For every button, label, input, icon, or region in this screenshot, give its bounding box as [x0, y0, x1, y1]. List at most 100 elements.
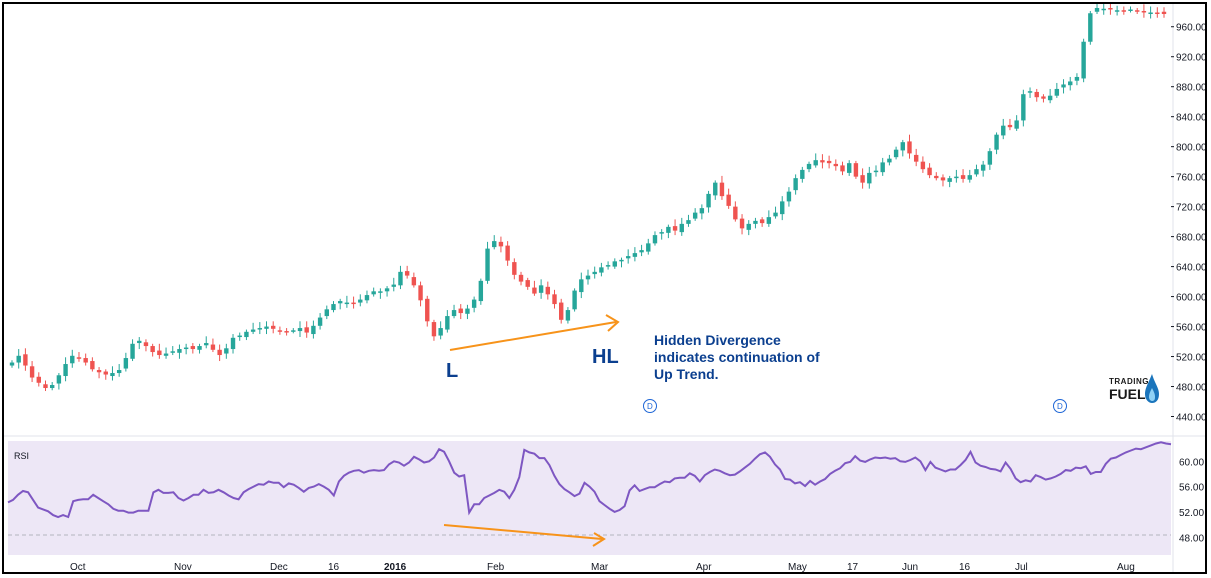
candle-body	[686, 220, 691, 224]
candle-body	[813, 160, 818, 166]
candle-body	[753, 220, 758, 224]
candle-body	[150, 346, 155, 353]
candle-body	[177, 349, 182, 353]
candle-body	[927, 167, 932, 176]
candle-body	[391, 284, 396, 287]
candle-body	[780, 201, 785, 215]
x-tick-label: Nov	[174, 562, 192, 572]
candle-body	[23, 354, 28, 366]
candle-body	[1135, 10, 1140, 12]
candle-body	[559, 302, 564, 320]
candle-body	[116, 370, 122, 374]
label-higher-low: HL	[592, 346, 619, 368]
x-tick-label: Aug	[1117, 562, 1135, 572]
candle-body	[585, 275, 591, 280]
candle-body	[123, 358, 129, 369]
candle-body	[1054, 88, 1060, 96]
x-tick-label: 2016	[384, 562, 407, 572]
candle-body	[900, 142, 905, 151]
candle-body	[451, 310, 457, 317]
candle-body	[230, 337, 236, 350]
candle-body	[498, 241, 504, 247]
candle-body	[137, 340, 142, 344]
candle-body	[1081, 41, 1086, 79]
candle-body	[237, 335, 242, 338]
candle-body	[847, 163, 852, 173]
candle-body	[800, 169, 805, 179]
candle-body	[183, 347, 189, 350]
candle-body	[565, 310, 571, 321]
candle-body	[552, 294, 557, 305]
svg-text:D: D	[647, 402, 653, 411]
candle-body	[974, 169, 979, 175]
candle-body	[378, 291, 383, 293]
candle-body	[960, 175, 966, 179]
candle-body	[1034, 91, 1039, 98]
rsi-arrow-head	[592, 532, 606, 547]
candle-body	[853, 163, 859, 177]
candle-body	[766, 217, 772, 224]
candle-body	[666, 226, 671, 233]
candle-body	[860, 175, 865, 183]
candle-body	[820, 160, 825, 163]
candle-body	[471, 299, 477, 308]
x-tick-label: May	[788, 562, 807, 572]
candle-body	[1007, 124, 1013, 128]
candle-body	[987, 151, 993, 165]
y-tick-label: 600.00	[1176, 293, 1205, 304]
candle-body	[284, 331, 289, 333]
candle-body	[639, 250, 644, 253]
candle-body	[599, 267, 604, 273]
candle-body	[210, 344, 216, 350]
candle-body	[49, 385, 55, 389]
candle-body	[726, 194, 731, 206]
candle-body	[311, 325, 316, 335]
price-candles[interactable]	[9, 4, 1167, 392]
y-tick-label: 960.00	[1176, 23, 1205, 34]
time-axis: Oct Nov Dec 16 2016 Feb Mar Apr May 17 Jun 16 Jul Aug	[70, 562, 1135, 572]
chart-canvas: 440.00 480.00 520.00 560.00 600.00 640.00 680.…	[4, 4, 1205, 572]
rsi-tick-label: 60.00	[1179, 457, 1204, 468]
candle-body	[773, 212, 778, 217]
candle-body	[398, 271, 403, 286]
candle-body	[1041, 96, 1046, 99]
candle-body	[445, 316, 450, 330]
candle-body	[579, 279, 584, 293]
y-tick-label: 520.00	[1176, 353, 1205, 364]
rsi-tick-label: 48.00	[1179, 533, 1204, 544]
rsi-line[interactable]	[7, 441, 1172, 519]
candle-body	[672, 226, 678, 231]
candle-body	[699, 208, 705, 214]
y-tick-label: 560.00	[1176, 323, 1205, 334]
y-tick-label: 440.00	[1176, 413, 1205, 424]
candle-body	[70, 355, 75, 364]
candle-body	[659, 232, 664, 234]
x-tick-label: 16	[959, 562, 971, 572]
y-tick-label: 680.00	[1176, 233, 1205, 244]
price-arrow-head	[605, 314, 620, 332]
candle-body	[1088, 13, 1093, 42]
candle-body	[478, 280, 484, 302]
candle-body	[244, 331, 249, 338]
x-tick-label: Mar	[591, 562, 609, 572]
candle-body	[458, 308, 463, 314]
candle-body	[204, 343, 209, 346]
y-tick-label: 640.00	[1176, 263, 1205, 274]
candle-body	[826, 160, 832, 164]
candle-body	[264, 326, 269, 329]
candle-body	[632, 253, 638, 257]
dividend-marker-2[interactable]: D	[1053, 399, 1067, 413]
candle-body	[532, 287, 537, 294]
rsi-trend-arrow	[443, 524, 603, 540]
candle-body	[652, 235, 658, 244]
candle-body	[646, 243, 651, 252]
dividend-marker-1[interactable]: D	[643, 399, 657, 413]
x-tick-label: Apr	[696, 562, 712, 572]
candle-body	[103, 371, 108, 375]
candle-body	[404, 271, 410, 276]
svg-text:TRADING: TRADING	[1109, 377, 1149, 386]
candle-body	[90, 361, 95, 370]
x-tick-label: Oct	[70, 562, 86, 572]
candle-body	[485, 248, 490, 281]
candle-body	[337, 301, 343, 304]
